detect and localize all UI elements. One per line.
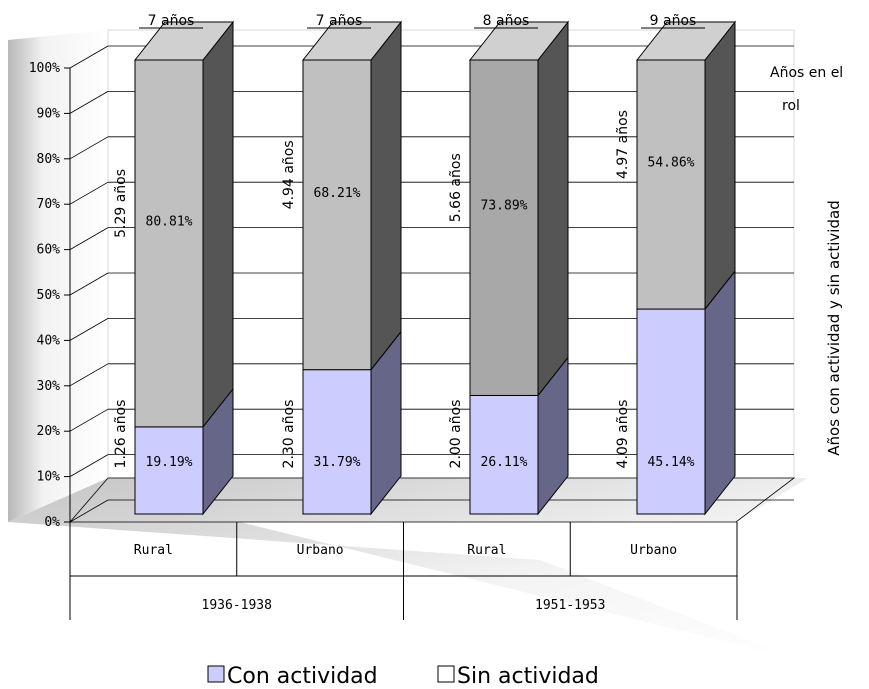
wall-gridline	[69, 91, 109, 114]
legend-swatch-con-actividad	[207, 665, 225, 683]
category-axis: Rural Urbano Rural Urbano 1936-1938 1951-1953	[69, 522, 738, 620]
total-years-label: 7 años	[316, 13, 363, 29]
side-label-line-1: Años en el	[770, 65, 843, 81]
legend-label-sin-actividad: Sin actividad	[457, 664, 599, 689]
bar-top	[301, 21, 403, 61]
wall-gridline	[69, 318, 109, 341]
wall-gridline	[69, 272, 109, 296]
years-label: 4.97 años	[615, 110, 631, 179]
bar-side-sin	[704, 20, 736, 311]
floor-edge	[69, 477, 796, 523]
wall-gridline	[69, 136, 109, 160]
bar-segment-con-actividad	[302, 369, 372, 515]
bar-side-sin	[202, 20, 234, 429]
side-label-line-2: rol	[782, 98, 800, 114]
years-label: 4.09 años	[615, 400, 631, 469]
y-tick-label: 50%	[37, 288, 61, 303]
group-label: 1936-1938	[202, 598, 272, 613]
value-label: 45.14%	[648, 455, 695, 470]
value-label: 26.11%	[481, 455, 528, 470]
total-years-label: 7 años	[148, 13, 195, 29]
floor	[8, 478, 808, 660]
legend-label-con-actividad: Con actividad	[227, 664, 378, 689]
category-label: Urbano	[630, 543, 677, 558]
wall-gridline	[69, 499, 109, 523]
left-wall	[8, 30, 108, 522]
y-tick-label: 70%	[37, 197, 61, 212]
years-label: 4.94 años	[281, 140, 297, 209]
wall-gridline	[69, 408, 109, 432]
y-tick-label: 80%	[37, 152, 61, 167]
y-tick-label: 10%	[37, 470, 61, 485]
wall-gridline	[69, 454, 109, 477]
bar-segment-con-actividad	[469, 394, 539, 515]
bar-segment-sin-actividad	[134, 59, 204, 428]
wall-gridline	[69, 45, 109, 69]
y-tick-label: 20%	[37, 424, 61, 439]
value-label: 73.89%	[481, 199, 528, 214]
years-label: 5.66 años	[448, 153, 464, 222]
years-label: 2.30 años	[281, 400, 297, 469]
y-tick-label: 0%	[44, 515, 60, 530]
value-label: 19.19%	[146, 455, 193, 470]
legend: Con actividad Sin actividad	[207, 664, 599, 689]
wall-gridline	[69, 363, 109, 387]
group-label: 1951-1953	[535, 598, 605, 613]
data-labels: 19.19% 1.26 años 80.81% 5.29 años 7 años 31.7…	[113, 13, 705, 470]
y-tick-label: 100%	[29, 61, 60, 76]
bar-top	[133, 21, 235, 61]
bar-top	[635, 21, 737, 61]
wall-gridline	[69, 181, 109, 205]
category-label: Rural	[134, 543, 173, 558]
value-label: 68.21%	[314, 186, 361, 201]
total-years-label: 9 años	[650, 13, 697, 29]
y-axis: 0% 10% 20% 30% 40% 50% 60% 70% 80% 90% 100%	[29, 61, 71, 530]
bars	[133, 20, 737, 516]
y-tick-label: 40%	[37, 333, 61, 348]
years-label: 1.26 años	[113, 400, 129, 469]
bar-segment-sin-actividad	[469, 59, 539, 396]
y-tick-label: 30%	[37, 379, 61, 394]
bar-side-sin	[370, 20, 402, 372]
bar-top	[468, 21, 570, 61]
y-tick-label: 90%	[37, 106, 61, 121]
total-years-label: 8 años	[483, 13, 530, 29]
years-label: 5.29 años	[113, 169, 129, 238]
y-tick-label: 60%	[37, 243, 61, 258]
bar-segment-sin-actividad	[302, 59, 372, 371]
bar-segment-con-actividad	[134, 426, 204, 515]
bar-side-sin	[537, 20, 569, 397]
bar-side-con	[704, 269, 736, 516]
bar-segment-sin-actividad	[636, 59, 706, 310]
category-label: Urbano	[297, 543, 344, 558]
y-axis-title: Años con actividad y sin actividad	[825, 200, 843, 455]
years-label: 2.00 años	[448, 400, 464, 469]
value-label: 31.79%	[314, 455, 361, 470]
bar-segment-con-actividad	[636, 308, 706, 515]
wall-gridline	[69, 227, 109, 250]
value-label: 54.86%	[648, 156, 695, 171]
legend-swatch-sin-actividad	[437, 665, 455, 683]
value-label: 80.81%	[146, 214, 193, 229]
category-label: Rural	[467, 543, 506, 558]
